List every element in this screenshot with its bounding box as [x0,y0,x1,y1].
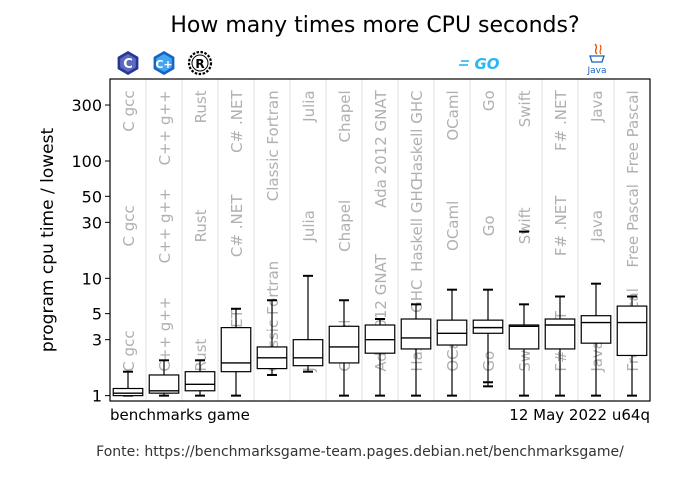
category-label: Ada 2012 GNAT [372,90,390,208]
category-label: Swift [516,207,534,244]
go-logo-label: GO [474,55,499,73]
rust-logo-icon: R [187,50,213,76]
box-body [508,324,540,350]
category-label: C gcc [120,205,138,246]
c-logo-icon: C [117,51,139,75]
plot-frame [109,78,651,402]
category-labels: C gcc C gcc C gcc C++ g++ C++ g++ C++ g++ Rust… [120,90,642,373]
box-15 [616,295,648,397]
y-axis-label: program cpu time / lowest [38,128,58,353]
y-tick-label: 300 [71,96,102,115]
box-body [220,327,252,373]
category-label: Classic Fortran [264,261,282,372]
category-label: Julia [300,90,318,122]
category-label: Free Pascal [624,90,642,174]
go-logo-icon: GO [459,55,500,73]
box-14 [580,282,612,397]
cpp-logo-icon: C+ [153,51,175,75]
category-label: Java [588,210,606,243]
category-label: Julia [300,210,318,242]
category-label: Go [480,351,498,372]
box-7 [328,299,360,397]
category-label: F# .NET [552,195,570,256]
box-body [580,315,612,344]
footer-left: benchmarks game [110,406,250,424]
box-9 [400,303,432,397]
box-10 [436,288,468,397]
y-tick-label: 50 [82,187,102,206]
box-6 [292,274,324,373]
java-logo-label: Java [586,66,606,76]
box-body [184,371,216,392]
box-body [292,339,324,367]
y-ticks: 1 3 5 10 30 50 100 300 [71,96,110,406]
box-11 [472,288,504,388]
category-label: OCaml [444,90,462,140]
category-label: Chapel [336,90,354,142]
category-label: Go [480,90,498,111]
category-label: C# .NET [228,90,246,153]
category-label: C++ g++ [156,188,174,263]
source-caption: Fonte: https://benchmarksgame-team.pages… [96,444,624,460]
box-body [400,318,432,350]
c-logo-label: C [123,57,133,72]
category-label: Rust [192,339,210,372]
category-label: Rust [192,209,210,242]
y-tick-label: 1 [92,387,102,406]
grid [145,79,615,401]
y-tick-label: 3 [92,331,102,350]
box-5 [256,299,288,376]
y-tick-label: 30 [82,213,102,232]
category-label: Chapel [336,200,354,252]
category-label: C# .NET [228,194,246,257]
category-label: Java [588,90,606,123]
box-3 [184,359,216,397]
category-label: Haskell GHC [408,180,426,272]
box-12 [508,230,540,397]
category-label: C gcc [120,330,138,371]
box-body [148,374,180,394]
category-label: Swift [516,90,534,127]
category-label: C gcc [120,90,138,131]
box-body [328,325,360,364]
category-label: Rust [192,90,210,123]
y-tick-label: 100 [71,152,102,171]
box-1 [112,370,144,397]
box-2 [148,359,180,397]
category-label: F# .NET [552,90,570,151]
category-label: C++ g++ [156,297,174,372]
rust-logo-label: R [195,57,204,71]
cpp-logo-label: C+ [155,58,172,71]
box-body [616,305,648,357]
category-label: C++ g++ [156,90,174,165]
box-body [112,387,144,397]
box-4 [220,307,252,397]
footer-right: 12 May 2022 u64q [509,406,650,424]
y-tick-label: 10 [82,269,102,288]
box-body [472,319,504,334]
y-tick-label: 5 [92,305,102,324]
category-label: Java [588,340,606,373]
category-label: OCaml [444,201,462,251]
java-logo-icon: Java [586,43,607,76]
category-label: Go [480,215,498,236]
chart-title: How many times more CPU seconds? [170,13,579,38]
category-label: Free Pascal [624,184,642,268]
box-body [544,318,576,350]
box-13 [544,295,576,397]
category-label: Ada 2012 GNAT [372,253,390,371]
box-8 [364,317,396,397]
category-label: Classic Fortran [264,90,282,201]
boxes [112,230,648,397]
category-label: Haskell GHC [408,90,426,182]
